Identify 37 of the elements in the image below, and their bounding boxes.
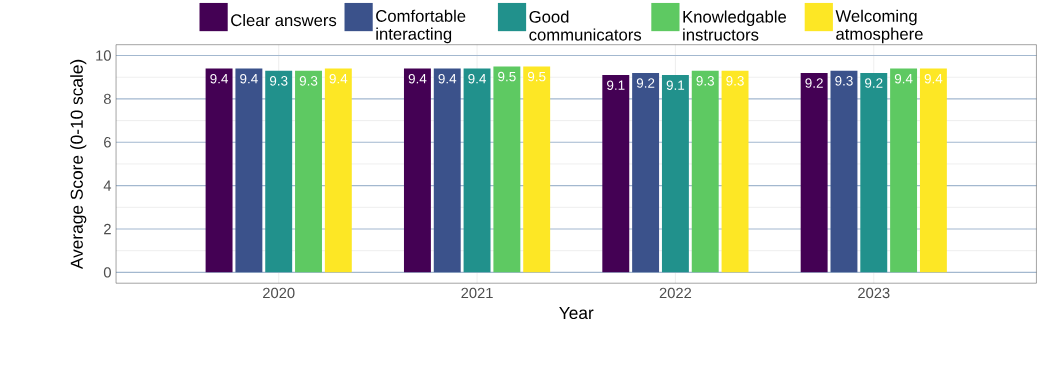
data-label: 9.1 xyxy=(666,80,685,91)
legend-label: Welcoming atmosphere xyxy=(835,9,923,44)
y-tick-label: 0 xyxy=(103,267,111,278)
data-label: 9.5 xyxy=(498,71,516,82)
data-label: 9.3 xyxy=(726,76,744,86)
y-axis-title: Average Score (0-10 scale) xyxy=(70,60,87,270)
legend-label: Knowledgable instructors xyxy=(683,10,787,41)
x-axis-title: Year xyxy=(559,307,594,320)
data-label: 9.4 xyxy=(438,74,457,84)
data-label: 9.2 xyxy=(636,78,655,88)
data-label: 9.3 xyxy=(835,76,853,86)
data-label: 9.3 xyxy=(269,76,288,86)
data-label: 9.2 xyxy=(805,78,823,88)
x-tick-label: 2023 xyxy=(858,287,890,299)
x-tick-label: 2021 xyxy=(461,287,493,299)
x-tick-label: 2022 xyxy=(659,287,692,299)
data-label: 9.4 xyxy=(329,74,348,84)
data-label: 9.4 xyxy=(468,74,487,84)
data-label: 9.4 xyxy=(924,74,943,84)
y-tick-label: 4 xyxy=(103,180,112,191)
y-tick-label: 2 xyxy=(104,224,111,235)
y-tick-label: 6 xyxy=(104,137,111,148)
y-tick-label: 8 xyxy=(103,93,111,105)
data-label: 9.4 xyxy=(240,74,258,84)
data-label: 9.2 xyxy=(865,78,883,88)
data-label: 9.3 xyxy=(696,76,714,86)
y-tick-label: 10 xyxy=(96,50,111,61)
data-label: 9.4 xyxy=(210,74,229,84)
legend-label: Comfortable interacting xyxy=(376,9,466,44)
legend-label: Good communicators xyxy=(529,10,642,41)
data-label: 9.5 xyxy=(527,71,546,82)
data-label: 9.4 xyxy=(408,74,427,84)
x-tick-label: 2020 xyxy=(263,287,295,299)
data-label: 9.4 xyxy=(894,74,913,84)
legend-label: Clear answers xyxy=(231,14,337,27)
data-label: 9.1 xyxy=(607,80,625,91)
data-label: 9.3 xyxy=(299,76,318,86)
